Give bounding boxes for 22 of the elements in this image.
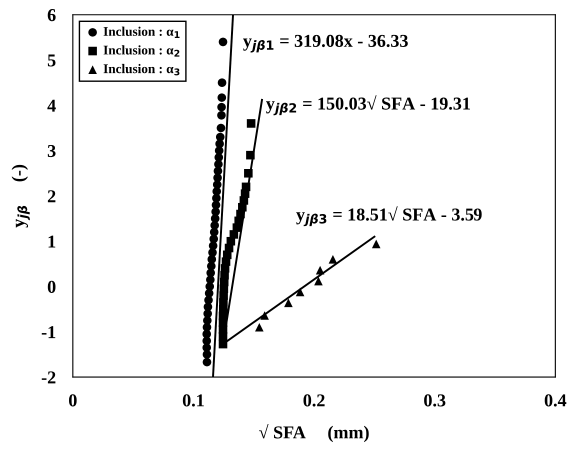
x-tick-label: 0.3 <box>424 394 446 407</box>
y-tick-label: 1 <box>48 236 56 248</box>
y-tick-label: 0 <box>48 280 56 293</box>
legend-label: Inclusion : α$_{3}$ <box>104 64 180 76</box>
annotation: y$_{jβ3}$ = 18.51√ SFA - 3.59 <box>296 206 482 226</box>
y-tick-label: 4 <box>47 100 56 112</box>
y-tick-label: 5 <box>48 54 56 66</box>
annotation: y$_{jβ2}$ = 150.03√ SFA - 19.31 <box>266 95 470 116</box>
x-tick-label: 0.2 <box>303 394 325 407</box>
y-tick-label: 6 <box>48 9 56 22</box>
x-tick-label: 0.4 <box>544 394 566 407</box>
y-tick-label: -2 <box>42 371 56 384</box>
x-axis-title: √ SFA (mm) <box>259 424 369 442</box>
legend-label: Inclusion : α$_{1}$ <box>104 26 180 38</box>
annotation: y$_{jβ1}$ = 319.08x - 36.33 <box>243 34 408 52</box>
x-tick-label: 0.1 <box>182 394 204 407</box>
x-tick-label: 0 <box>69 394 77 406</box>
y-tick-label: 2 <box>48 190 56 202</box>
text: y$_{jβ}$ (-) <box>12 164 30 228</box>
y-tick-label: 3 <box>48 144 56 158</box>
legend-label: Inclusion : α$_{2}$ <box>104 45 180 57</box>
y-tick-label: -1 <box>42 326 56 338</box>
